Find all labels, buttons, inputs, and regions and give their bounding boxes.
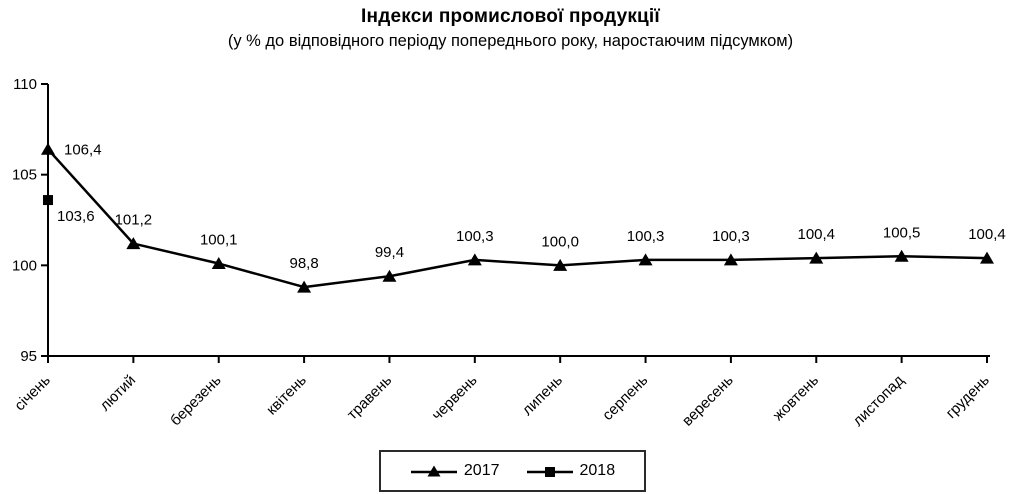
data-point-2017: [126, 237, 141, 250]
x-tick-label: січень: [11, 372, 54, 415]
legend-label-2017: 2017: [463, 462, 500, 479]
x-tick-label: вересень: [679, 372, 737, 430]
data-point-2017: [382, 269, 397, 282]
x-tick-label: лютий: [97, 372, 140, 415]
data-label-2018: 103,6: [57, 208, 95, 225]
data-point-2017: [638, 253, 653, 266]
legend-item-2017: 2017: [410, 462, 500, 480]
data-point-2017: [41, 142, 55, 155]
legend-marker-2018-square-icon: [526, 467, 573, 477]
data-label-2017: 106,4: [64, 141, 102, 158]
data-point-2017: [980, 251, 994, 264]
data-point-2017: [723, 253, 738, 266]
data-label-2017: 100,0: [541, 233, 579, 250]
x-tick-label: травень: [344, 372, 396, 424]
data-point-2017: [211, 257, 226, 270]
legend-item-2018: 2018: [526, 462, 616, 480]
data-label-2017: 100,5: [883, 224, 921, 241]
data-point-2017: [809, 251, 824, 264]
data-point-2017: [467, 253, 482, 266]
legend-label-2018: 2018: [579, 462, 616, 479]
data-label-2017: 101,2: [115, 212, 153, 229]
x-tick-label: жовтень: [770, 372, 823, 425]
data-point-2017: [553, 258, 568, 271]
data-label-2017: 100,3: [456, 228, 494, 245]
x-tick-label: квітень: [263, 372, 310, 419]
y-tick-label: 110: [13, 76, 37, 93]
legend-marker-2017-triangle-icon: [410, 465, 457, 477]
x-tick-label: липень: [519, 372, 566, 419]
chart-subtitle: (у % до відповідного періоду попередньог…: [227, 32, 794, 50]
data-point-2017: [894, 249, 909, 262]
legend: 2017 2018: [379, 450, 646, 492]
x-tick-label: серпень: [599, 372, 651, 424]
data-label-2017: 100,3: [627, 228, 665, 245]
series-line-2017: [47, 148, 988, 289]
data-point-2018: [43, 195, 53, 206]
data-point-2017: [297, 280, 312, 293]
data-label-2017: 99,4: [375, 244, 404, 261]
y-tick-label: 95: [20, 348, 37, 365]
x-tick-label: грудень: [943, 372, 993, 422]
y-tick-label: 105: [12, 167, 37, 184]
data-label-2017: 100,4: [797, 226, 835, 243]
chart-title: Індекси промислової продукції: [361, 6, 660, 27]
y-tick-label: 100: [12, 257, 37, 274]
data-label-2017: 100,4: [968, 226, 1006, 243]
data-label-2017: 100,3: [712, 228, 750, 245]
x-tick-label: березень: [167, 372, 225, 430]
axis-lines: [47, 84, 990, 357]
x-tick-label: листопад: [850, 372, 908, 430]
data-label-2017: 100,1: [200, 232, 238, 249]
data-label-2017: 98,8: [289, 255, 318, 272]
x-tick-label: червень: [428, 372, 480, 424]
